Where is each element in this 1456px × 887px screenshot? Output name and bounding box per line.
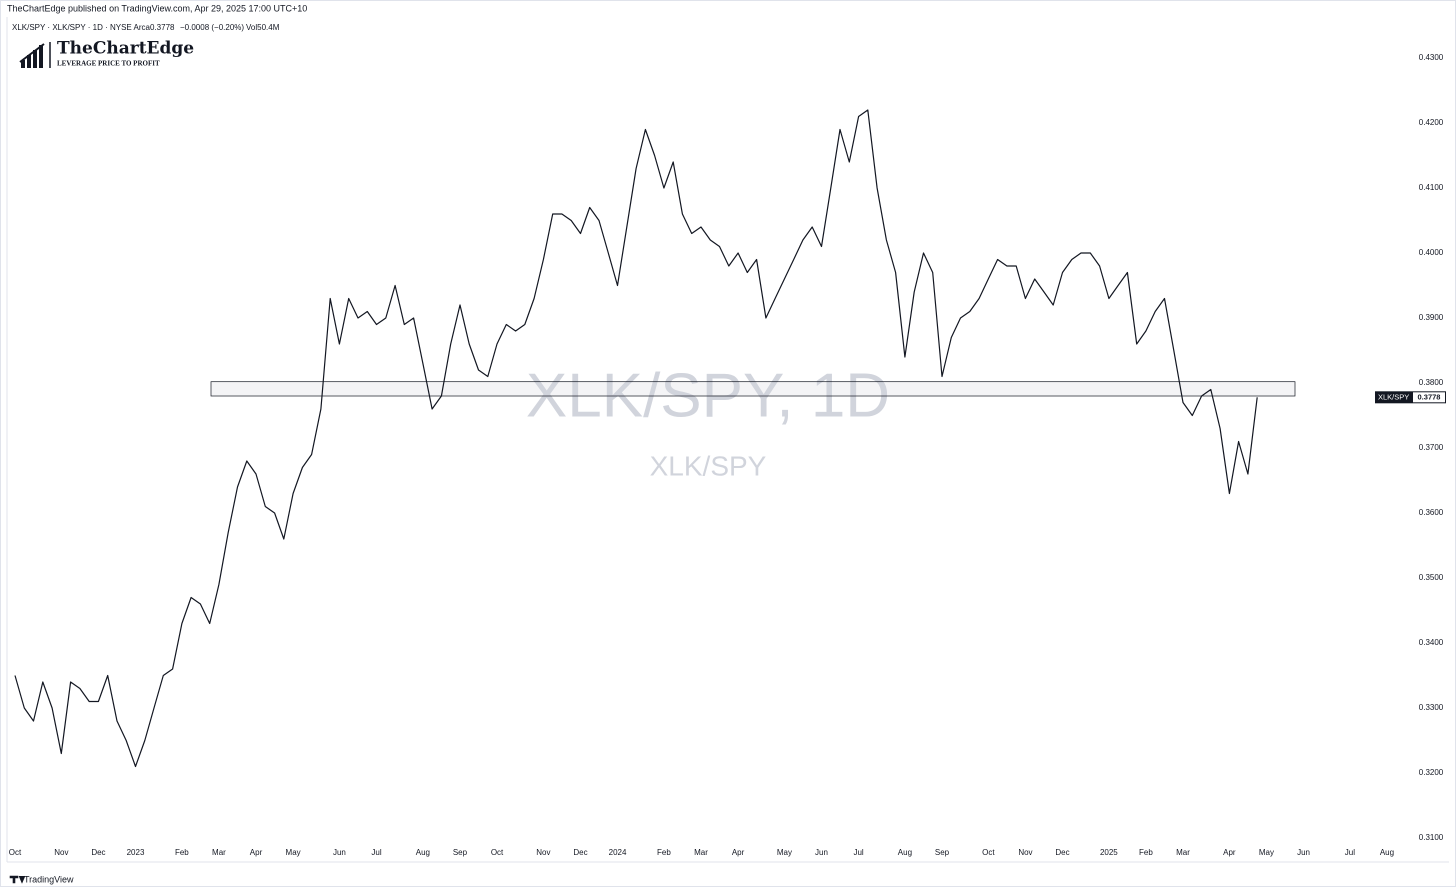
price-line xyxy=(14,109,1258,768)
logo-icon xyxy=(19,42,51,68)
watermark-subtitle: XLK/SPY xyxy=(650,450,767,481)
footer: TradingView xyxy=(24,874,74,884)
change: −0.0008 (−0.20%) xyxy=(180,23,244,32)
x-tick-label: Jun xyxy=(333,848,346,857)
volume: Vol50.4M xyxy=(246,23,280,32)
x-tick-label: Aug xyxy=(1380,848,1394,857)
x-tick-label: Dec xyxy=(573,848,587,857)
y-tick-label: 0.3500 xyxy=(1419,573,1444,582)
y-tick-label: 0.3200 xyxy=(1419,768,1444,777)
y-tick-label: 0.3700 xyxy=(1419,443,1444,452)
x-tick-label: Feb xyxy=(657,848,671,857)
x-tick-label: Jun xyxy=(1297,848,1310,857)
logo-tagline: LEVERAGE PRICE TO PROFIT xyxy=(57,60,160,68)
x-tick-label: Apr xyxy=(732,848,745,857)
x-tick-label: Jun xyxy=(815,848,828,857)
price-tag-name: XLK/SPY xyxy=(1378,392,1409,401)
x-tick-label: Feb xyxy=(175,848,189,857)
x-tick-label: Feb xyxy=(1139,848,1153,857)
x-tick-label: Sep xyxy=(935,848,950,857)
footer-logo xyxy=(9,875,26,884)
symbol-line: XLK/SPY · XLK/SPY · 1D · NYSE Arca xyxy=(12,23,151,32)
x-tick-label: Jul xyxy=(1345,848,1355,857)
y-tick-label: 0.3100 xyxy=(1419,833,1444,842)
publisher: TheChartEdge published on TradingView.co… xyxy=(7,3,307,13)
price-tag-value: 0.3778 xyxy=(1418,392,1441,401)
x-tick-label: Jul xyxy=(371,848,381,857)
x-tick-label: Aug xyxy=(898,848,912,857)
x-tick-label: Jul xyxy=(853,848,863,857)
x-tick-label: Nov xyxy=(536,848,550,857)
x-tick-label: Nov xyxy=(54,848,68,857)
x-tick-label: Apr xyxy=(1223,848,1236,857)
zone xyxy=(210,381,1296,397)
x-tick-label: Mar xyxy=(212,848,226,857)
y-tick-label: 0.3600 xyxy=(1419,508,1444,517)
price-tag-value-bg xyxy=(1413,392,1445,403)
y-tick-label: 0.4300 xyxy=(1419,53,1444,62)
x-tick-label: 2024 xyxy=(609,848,627,857)
logo-name: TheChartEdge xyxy=(57,39,194,59)
y-tick-label: 0.3400 xyxy=(1419,638,1444,647)
x-tick-label: Aug xyxy=(416,848,430,857)
y-tick-label: 0.3300 xyxy=(1419,703,1444,712)
last-value: 0.3778 xyxy=(150,23,175,32)
x-tick-label: Sep xyxy=(453,848,468,857)
x-tick-label: Mar xyxy=(1176,848,1190,857)
y-tick-label: 0.3800 xyxy=(1419,378,1444,387)
x-tick-label: Apr xyxy=(250,848,263,857)
x-tick-label: 2025 xyxy=(1100,848,1118,857)
y-tick-label: 0.3900 xyxy=(1419,313,1444,322)
x-tick-label: May xyxy=(1259,848,1274,857)
y-tick-label: 0.4100 xyxy=(1419,183,1444,192)
x-tick-label: May xyxy=(286,848,301,857)
y-tick-label: 0.4000 xyxy=(1419,248,1444,257)
y-tick-label: 0.4200 xyxy=(1419,118,1444,127)
x-tick-label: Oct xyxy=(491,848,504,857)
x-tick-label: Oct xyxy=(982,848,995,857)
x-tick-label: May xyxy=(777,848,792,857)
x-tick-label: Dec xyxy=(1055,848,1069,857)
x-tick-label: 2023 xyxy=(127,848,145,857)
x-tick-label: Oct xyxy=(9,848,22,857)
x-tick-label: Mar xyxy=(694,848,708,857)
x-tick-label: Dec xyxy=(91,848,105,857)
x-tick-label: Nov xyxy=(1018,848,1032,857)
